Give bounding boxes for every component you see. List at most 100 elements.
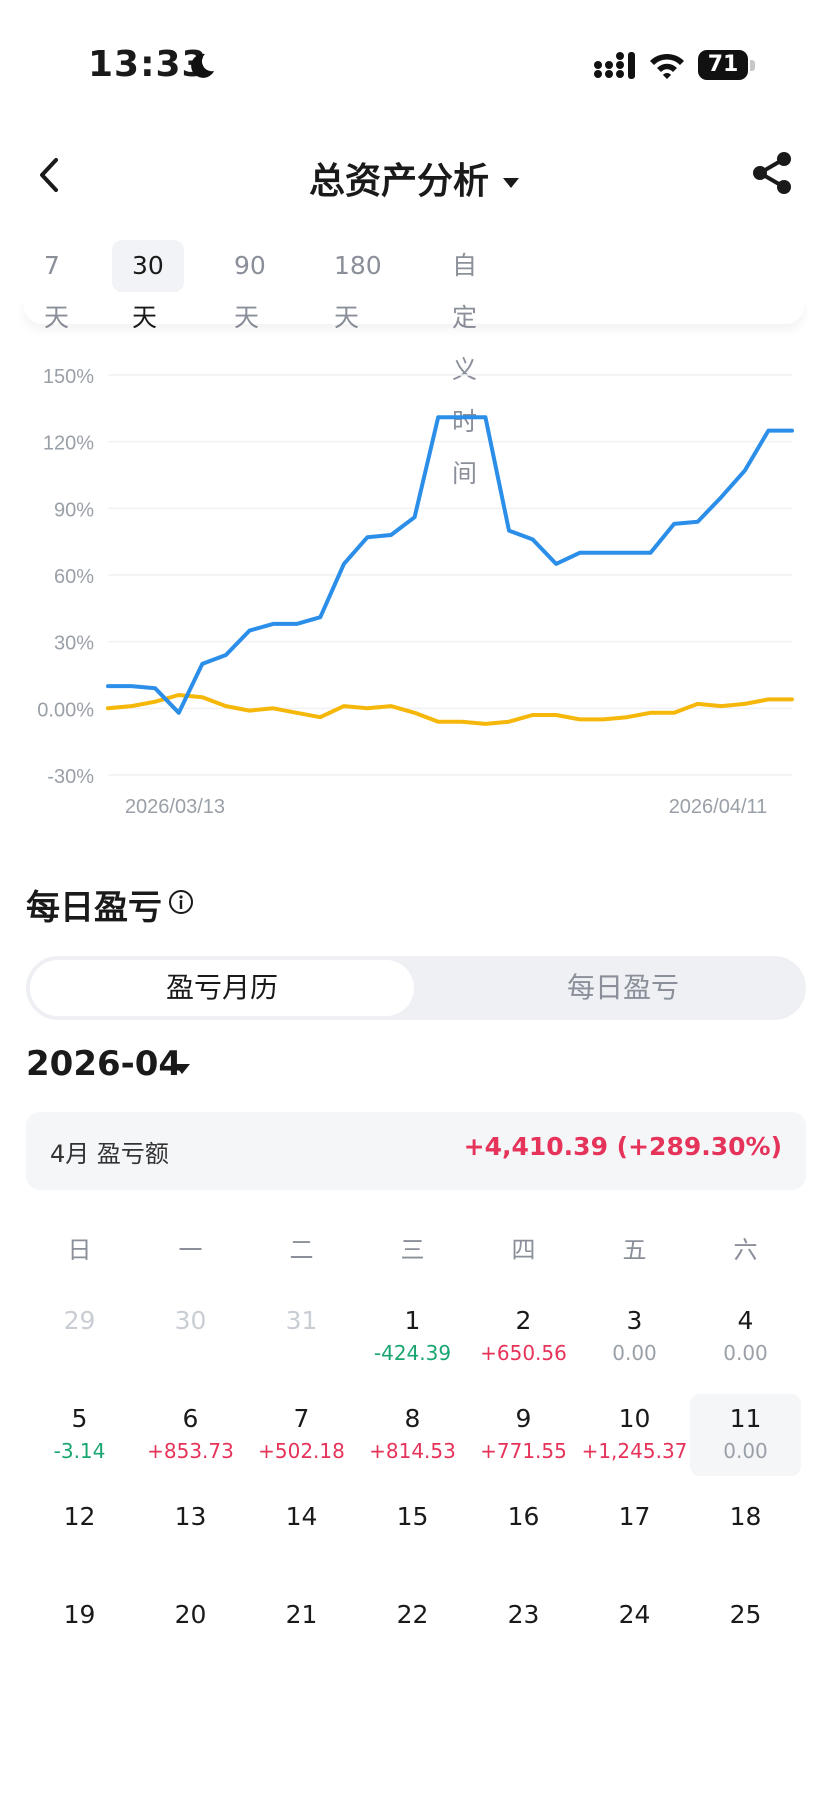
day-number: 22 — [396, 1600, 429, 1629]
month-summary: 4月 盈亏额 +4,410.39 (+289.30%) — [26, 1112, 806, 1190]
y-tick-label: 30% — [54, 633, 94, 655]
y-tick-label: 0.00% — [37, 699, 94, 721]
calendar-day[interactable]: 30 — [135, 1296, 246, 1378]
calendar-day[interactable]: 24 — [579, 1590, 690, 1672]
weekday-label: 三 — [400, 1236, 425, 1264]
day-number: 14 — [285, 1502, 318, 1531]
day-pnl-value: -3.14 — [53, 1439, 106, 1463]
day-number: 25 — [729, 1600, 762, 1629]
month-selector[interactable]: 2026-04 — [26, 1044, 183, 1084]
day-pnl-value: +650.56 — [480, 1341, 567, 1365]
day-number: 23 — [507, 1600, 540, 1629]
wifi-icon — [650, 53, 684, 79]
calendar-day[interactable]: 11 0.00 — [690, 1394, 801, 1476]
calendar-day[interactable]: 1 -424.39 — [357, 1296, 468, 1378]
weekday-label: 五 — [622, 1236, 647, 1264]
day-number: 2 — [515, 1306, 532, 1335]
calendar-day[interactable]: 14 — [246, 1492, 357, 1574]
caret-down-icon[interactable] — [174, 1064, 190, 1074]
day-number: 18 — [729, 1502, 762, 1531]
calendar-day[interactable]: 29 — [24, 1296, 135, 1378]
info-icon[interactable] — [168, 889, 194, 915]
day-number: 30 — [174, 1306, 207, 1335]
weekday-label: 二 — [289, 1236, 314, 1264]
day-number: 4 — [737, 1306, 754, 1335]
day-pnl-value: +1,245.37 — [581, 1439, 688, 1463]
calendar-day[interactable]: 21 — [246, 1590, 357, 1672]
x-tick-label: 2026/03/13 — [125, 796, 225, 818]
page-title-dropdown[interactable]: 总资产分析 — [0, 152, 828, 204]
day-number: 31 — [285, 1306, 318, 1335]
page-title: 总资产分析 — [308, 161, 489, 202]
calendar-day[interactable]: 13 — [135, 1492, 246, 1574]
day-number: 3 — [626, 1306, 643, 1335]
day-pnl-value: +771.55 — [480, 1439, 567, 1463]
calendar-day[interactable]: 7 +502.18 — [246, 1394, 357, 1476]
tab-pnl-calendar[interactable]: 盈亏月历 — [30, 960, 414, 1016]
calendar-day[interactable]: 2 +650.56 — [468, 1296, 579, 1378]
calendar-day[interactable]: 12 — [24, 1492, 135, 1574]
status-time: 13:33 — [88, 44, 208, 85]
nav-bar: 总资产分析 — [0, 140, 828, 210]
calendar-day[interactable]: 18 — [690, 1492, 801, 1574]
calendar-day[interactable]: 5 -3.14 — [24, 1394, 135, 1476]
day-number: 6 — [182, 1404, 199, 1433]
calendar-day[interactable]: 31 — [246, 1296, 357, 1378]
day-pnl-value: 0.00 — [612, 1341, 657, 1365]
calendar-day[interactable]: 6 +853.73 — [135, 1394, 246, 1476]
moon-icon — [191, 53, 214, 78]
day-number: 24 — [618, 1600, 651, 1629]
cellular-signal-icon — [594, 52, 635, 79]
range-tab-7d[interactable]: 7天 — [44, 251, 70, 332]
y-tick-label: 150% — [43, 366, 94, 388]
day-pnl-value: +853.73 — [147, 1439, 234, 1463]
calendar-day[interactable]: 4 0.00 — [690, 1296, 801, 1378]
y-tick-label: 60% — [54, 566, 94, 588]
day-number: 15 — [396, 1502, 429, 1531]
y-tick-label: 120% — [43, 433, 94, 455]
day-pnl-value: 0.00 — [723, 1341, 768, 1365]
weekday-label: 六 — [733, 1236, 758, 1264]
range-tab-30d[interactable]: 30天 — [112, 240, 184, 332]
chart-card-edge — [24, 298, 804, 324]
range-tab-custom[interactable]: 自定义时间 — [452, 251, 478, 488]
calendar-day[interactable]: 16 — [468, 1492, 579, 1574]
battery-level: 71 — [698, 50, 748, 80]
calendar-day[interactable]: 10 +1,245.37 — [579, 1394, 690, 1476]
calendar-day[interactable]: 20 — [135, 1590, 246, 1672]
day-number: 29 — [63, 1306, 96, 1335]
day-pnl-value: -424.39 — [373, 1341, 452, 1365]
pnl-view-toggle: 盈亏月历 每日盈亏 — [26, 956, 806, 1020]
series-line-2 — [106, 693, 794, 726]
day-number: 12 — [63, 1502, 96, 1531]
calendar-day[interactable]: 8 +814.53 — [357, 1394, 468, 1476]
calendar-day[interactable]: 22 — [357, 1590, 468, 1672]
day-pnl-value: +502.18 — [258, 1439, 345, 1463]
calendar-day[interactable]: 9 +771.55 — [468, 1394, 579, 1476]
calendar-day[interactable]: 15 — [357, 1492, 468, 1574]
range-tab-180d[interactable]: 180天 — [334, 251, 382, 332]
day-number: 16 — [507, 1502, 540, 1531]
weekday-label: 四 — [511, 1236, 536, 1264]
day-number: 20 — [174, 1600, 207, 1629]
calendar-day[interactable]: 23 — [468, 1590, 579, 1672]
tab-daily-pnl[interactable]: 每日盈亏 — [566, 971, 679, 1004]
weekday-label: 日 — [67, 1236, 92, 1264]
day-number: 5 — [71, 1404, 88, 1433]
range-tab-90d[interactable]: 90天 — [234, 251, 266, 332]
calendar-day[interactable]: 25 — [690, 1590, 801, 1672]
calendar-day[interactable]: 17 — [579, 1492, 690, 1574]
calendar-day[interactable]: 3 0.00 — [579, 1296, 690, 1378]
calendar-day[interactable]: 19 — [24, 1590, 135, 1672]
day-pnl-value: 0.00 — [723, 1439, 768, 1463]
share-icon[interactable] — [750, 150, 794, 196]
day-number: 10 — [618, 1404, 651, 1433]
day-number: 13 — [174, 1502, 207, 1531]
weekday-label: 一 — [178, 1236, 203, 1264]
asset-return-chart[interactable]: 150% 120% 90% 60% 30% 0.00% -30% 2026/03/13 2026… — [0, 330, 828, 850]
day-number: 8 — [404, 1404, 421, 1433]
back-arrow-icon[interactable] — [30, 150, 70, 200]
summary-value: +4,410.39 (+289.30%) — [463, 1132, 782, 1161]
battery-tip — [750, 60, 755, 71]
status-bar: 13:33 71 — [0, 0, 828, 120]
